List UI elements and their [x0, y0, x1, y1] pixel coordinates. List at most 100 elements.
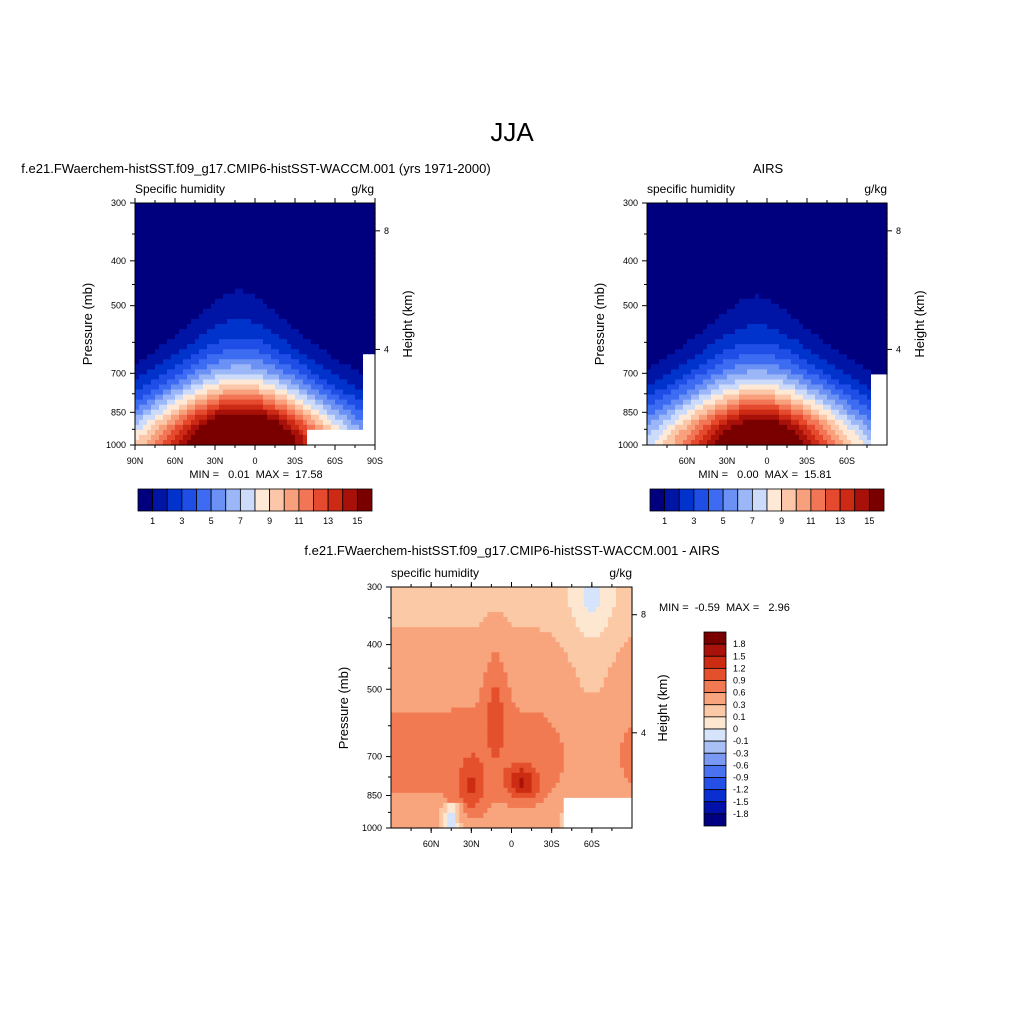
field-cell — [839, 258, 844, 265]
field-cell — [747, 369, 752, 376]
field-cell — [843, 248, 848, 255]
field-cell — [227, 409, 232, 416]
field-cell — [747, 349, 752, 355]
field-cell — [815, 364, 820, 370]
field-cell — [811, 208, 816, 214]
field-cell — [211, 389, 216, 396]
field-cell — [291, 228, 296, 234]
field-cell — [739, 364, 744, 370]
field-cell — [255, 313, 260, 320]
field-cell — [659, 359, 664, 365]
field-cell — [735, 359, 740, 365]
field-cell — [859, 268, 864, 275]
field-cell — [799, 248, 804, 255]
field-cell — [287, 419, 292, 426]
field-cell — [843, 238, 848, 244]
field-cell — [207, 329, 212, 335]
field-cell — [343, 324, 348, 330]
field-cell — [295, 359, 300, 365]
field-cell — [319, 349, 324, 355]
field-cell — [139, 359, 144, 365]
field-cell — [751, 228, 756, 234]
field-cell — [691, 273, 696, 280]
field-cell — [287, 278, 292, 285]
field-cell — [815, 233, 820, 239]
field-cell — [711, 313, 716, 320]
field-cell — [179, 379, 184, 386]
field-cell — [691, 258, 696, 265]
field-cell — [343, 379, 348, 386]
field-cell — [283, 293, 288, 300]
field-cell — [703, 359, 708, 365]
field-cell — [199, 414, 204, 421]
field-cell — [327, 298, 332, 305]
field-cell — [335, 439, 340, 446]
field-cell — [267, 324, 272, 330]
field-cell — [651, 233, 656, 239]
field-cell — [135, 364, 140, 370]
field-cell — [295, 313, 300, 320]
field-cell — [359, 203, 364, 209]
field-cell — [647, 208, 652, 214]
field-cell — [683, 308, 688, 315]
field-cell — [215, 324, 220, 330]
field-cell — [779, 339, 784, 345]
field-cell — [239, 419, 244, 426]
field-cell — [735, 308, 740, 315]
field-cell — [855, 308, 860, 315]
field-cell — [707, 318, 712, 325]
field-cell — [203, 334, 208, 340]
field-cell — [303, 243, 308, 249]
field-cell — [827, 273, 832, 280]
field-cell — [871, 213, 876, 219]
field-cell — [771, 293, 776, 300]
field-cell — [215, 389, 220, 396]
field-cell — [731, 359, 736, 365]
field-cell — [287, 439, 292, 446]
field-cell — [755, 203, 760, 209]
field-cell — [651, 268, 656, 275]
field-cell — [711, 263, 716, 270]
field-cell — [263, 268, 268, 275]
field-cell — [179, 213, 184, 219]
field-cell — [143, 283, 148, 290]
field-cell — [167, 203, 172, 209]
field-cell — [163, 258, 168, 265]
field-cell — [155, 313, 160, 320]
field-cell — [839, 273, 844, 280]
field-cell — [371, 263, 376, 270]
field-cell — [291, 288, 296, 295]
field-cell — [655, 329, 660, 335]
field-cell — [239, 228, 244, 234]
field-cell — [159, 308, 164, 315]
field-cell — [727, 213, 732, 219]
field-cell — [183, 414, 188, 421]
field-cell — [267, 369, 272, 376]
field-cell — [219, 394, 224, 401]
field-cell — [371, 384, 376, 391]
field-cell — [167, 414, 172, 421]
field-cell — [759, 243, 764, 249]
field-cell — [335, 384, 340, 391]
field-cell — [331, 379, 336, 386]
field-cell — [307, 273, 312, 280]
field-cell — [167, 263, 172, 270]
field-cell — [295, 233, 300, 239]
field-cell — [679, 339, 684, 345]
field-cell — [215, 394, 220, 401]
field-cell — [155, 364, 160, 370]
field-cell — [819, 354, 824, 360]
field-cell — [647, 308, 652, 315]
field-cell — [291, 203, 296, 209]
field-cell — [831, 354, 836, 360]
field-cell — [259, 258, 264, 265]
field-cell — [187, 293, 192, 300]
field-cell — [239, 349, 244, 355]
field-cell — [155, 334, 160, 340]
field-cell — [355, 409, 360, 416]
field-cell — [743, 243, 748, 249]
field-cell — [151, 298, 156, 305]
field-cell — [359, 374, 364, 381]
field-cell — [679, 228, 684, 234]
field-cell — [335, 263, 340, 270]
